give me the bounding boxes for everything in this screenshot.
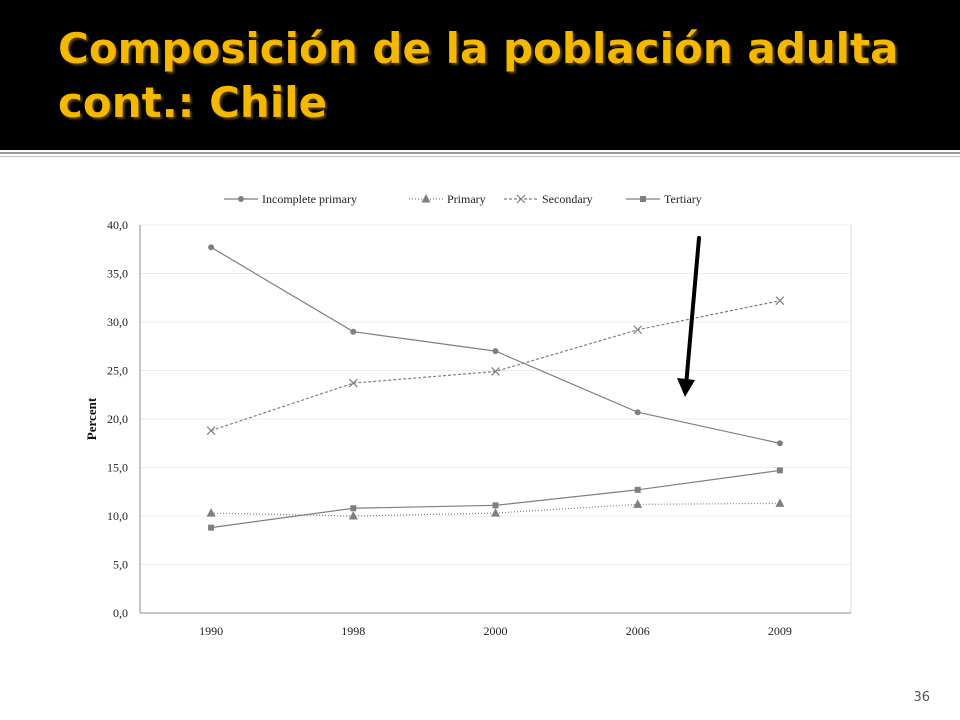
series-primary [206, 498, 785, 520]
data-point [491, 508, 500, 517]
legend-item: Primary [409, 192, 486, 206]
legend-item: Incomplete primary [224, 192, 357, 206]
series-line [211, 502, 780, 517]
series-tertiary [208, 467, 783, 531]
data-point [206, 426, 216, 436]
data-point [776, 440, 783, 447]
data-point [350, 505, 357, 512]
page-number: 36 [913, 690, 930, 705]
annotation-arrow-head [677, 378, 695, 397]
legend-label: Incomplete primary [262, 192, 357, 206]
data-point [491, 367, 500, 376]
title-band [0, 0, 960, 150]
y-tick-label: 5,0 [113, 558, 128, 572]
legend-marker [516, 194, 526, 204]
y-tick-label: 0,0 [113, 606, 128, 620]
legend-label: Primary [447, 192, 486, 206]
legend-marker [238, 196, 244, 202]
legend-marker [640, 196, 646, 202]
series-secondary [206, 296, 785, 436]
data-point [634, 486, 641, 493]
legend-item: Tertiary [626, 192, 702, 206]
data-point [206, 508, 216, 517]
y-axis-label: Percent [84, 397, 99, 440]
x-tick-label: 2009 [768, 624, 792, 638]
y-tick-label: 35,0 [107, 267, 128, 281]
data-point [776, 467, 783, 474]
series-incomplete-primary [208, 244, 783, 447]
data-point [634, 409, 641, 416]
x-tick-label: 1990 [199, 624, 223, 638]
y-tick-label: 10,0 [107, 509, 128, 523]
y-tick-label: 20,0 [107, 412, 128, 426]
legend-label: Secondary [542, 192, 593, 206]
y-tick-label: 30,0 [107, 315, 128, 329]
legend-item: Secondary [504, 192, 593, 206]
data-point [348, 378, 358, 388]
y-tick-label: 15,0 [107, 461, 128, 475]
data-point [208, 524, 215, 531]
data-point [633, 325, 643, 335]
data-point [492, 502, 499, 509]
title-divider-thin [0, 156, 960, 157]
y-tick-label: 25,0 [107, 364, 128, 378]
data-point [350, 328, 357, 335]
data-point [775, 296, 785, 306]
data-point [775, 498, 785, 507]
data-point [348, 511, 358, 520]
annotation-arrow-shaft [684, 236, 701, 382]
legend-label: Tertiary [664, 192, 702, 206]
legend-marker [421, 194, 431, 203]
slide-title: Composición de la población adulta cont.… [58, 24, 899, 127]
x-tick-label: 2000 [484, 624, 508, 638]
x-tick-label: 1998 [341, 624, 365, 638]
data-point [208, 244, 215, 251]
title-divider [0, 152, 960, 154]
data-point [492, 348, 499, 355]
data-point [633, 499, 643, 508]
x-tick-label: 2006 [626, 624, 650, 638]
y-tick-label: 40,0 [107, 218, 128, 232]
